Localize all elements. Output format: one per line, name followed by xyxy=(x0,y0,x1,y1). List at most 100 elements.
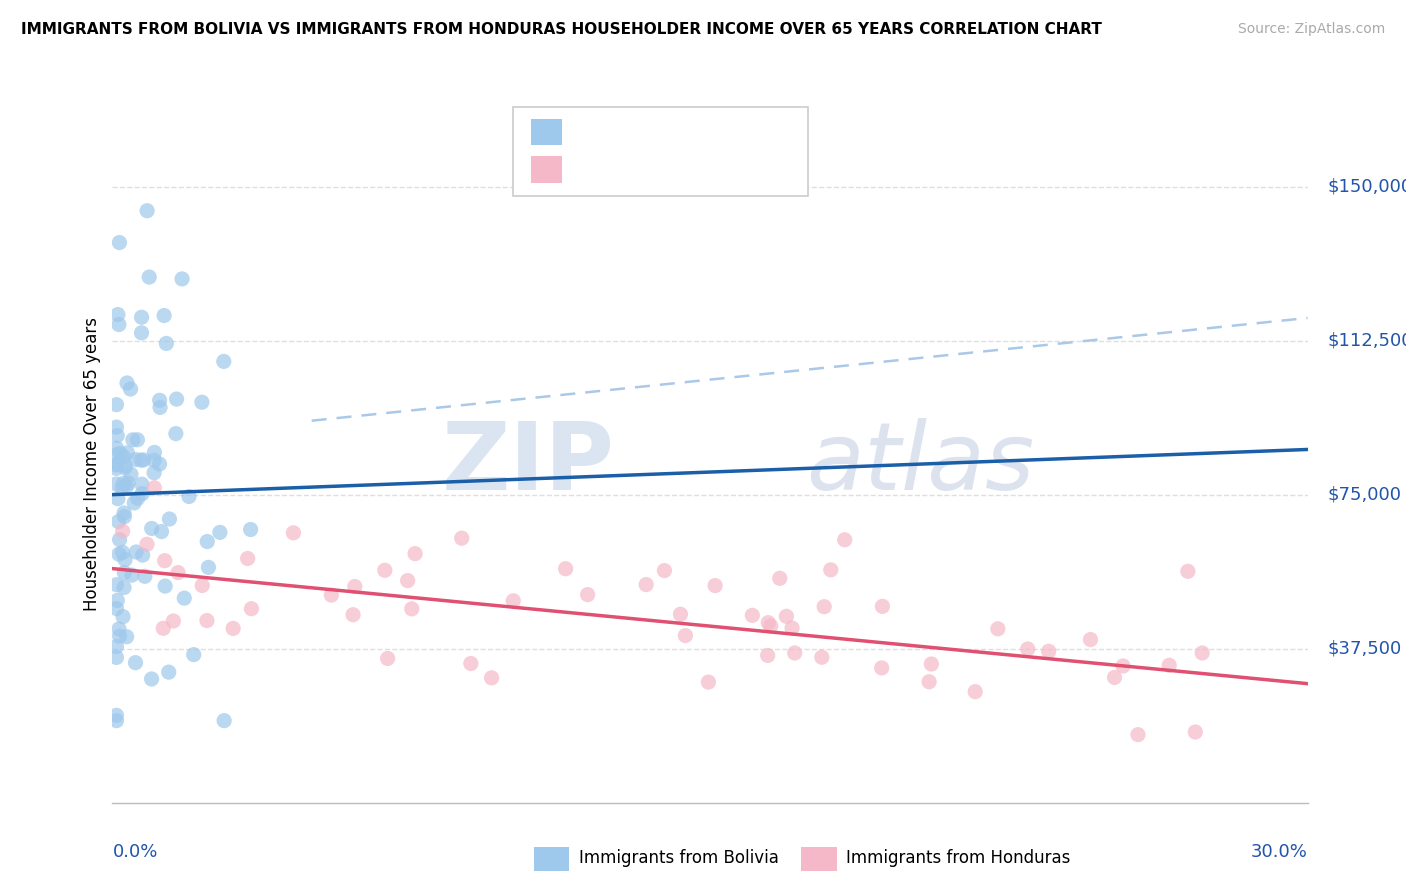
Point xyxy=(127,491,149,506)
Point xyxy=(177,490,200,504)
Point xyxy=(108,235,131,250)
Point xyxy=(105,650,128,665)
Point xyxy=(769,571,792,585)
Text: R =: R = xyxy=(574,161,605,178)
Point xyxy=(872,599,894,614)
Point xyxy=(1159,658,1181,673)
Point xyxy=(965,684,987,698)
Point xyxy=(195,534,218,549)
Point xyxy=(108,318,131,332)
Point xyxy=(704,578,727,592)
Text: 0.077: 0.077 xyxy=(609,123,672,141)
Point xyxy=(108,622,131,636)
Point xyxy=(112,476,135,491)
Point xyxy=(105,708,128,723)
Point xyxy=(813,599,835,614)
Point xyxy=(157,512,180,526)
Point xyxy=(105,640,128,654)
Point xyxy=(112,509,135,524)
Text: Source: ZipAtlas.com: Source: ZipAtlas.com xyxy=(1237,22,1385,37)
Point xyxy=(191,578,214,592)
Point xyxy=(143,453,166,467)
Point xyxy=(401,602,423,616)
Point xyxy=(105,428,128,442)
Point xyxy=(155,336,177,351)
Text: atlas: atlas xyxy=(806,418,1033,509)
Point xyxy=(673,629,696,643)
Text: Immigrants from Bolivia: Immigrants from Bolivia xyxy=(579,849,779,867)
Point xyxy=(131,486,153,500)
Point xyxy=(153,579,176,593)
Point xyxy=(111,545,134,559)
Point xyxy=(105,593,128,607)
Point xyxy=(149,401,172,415)
Point xyxy=(162,614,184,628)
Point xyxy=(321,588,343,602)
Point xyxy=(1038,644,1060,658)
Point xyxy=(105,398,128,412)
Point xyxy=(343,579,366,593)
Point xyxy=(481,671,503,685)
Point xyxy=(107,491,129,506)
Point xyxy=(236,551,259,566)
Point xyxy=(756,648,779,663)
Point xyxy=(105,461,128,475)
Point xyxy=(170,272,193,286)
Point xyxy=(132,453,155,467)
Point xyxy=(195,614,218,628)
Point xyxy=(783,646,806,660)
Point xyxy=(131,477,153,491)
Point xyxy=(396,574,419,588)
Point xyxy=(183,648,205,662)
Point xyxy=(114,460,136,475)
Point xyxy=(197,560,219,574)
Point xyxy=(114,552,136,566)
Point xyxy=(105,477,128,491)
Point xyxy=(342,607,364,622)
Point xyxy=(153,554,176,568)
Point xyxy=(636,577,658,591)
Point xyxy=(918,674,941,689)
Point xyxy=(502,594,524,608)
Point xyxy=(283,525,305,540)
Point xyxy=(124,656,146,670)
Text: $75,000: $75,000 xyxy=(1327,485,1402,504)
Point xyxy=(115,630,138,644)
Point xyxy=(1017,642,1039,657)
Text: $112,500: $112,500 xyxy=(1327,332,1406,350)
Point xyxy=(127,433,149,447)
Text: R =: R = xyxy=(574,123,605,141)
Point xyxy=(125,452,148,467)
Point xyxy=(987,622,1010,636)
Point xyxy=(108,446,131,460)
Point xyxy=(112,506,135,520)
Point xyxy=(654,564,676,578)
Point xyxy=(1104,670,1126,684)
Point xyxy=(108,547,131,561)
Text: 61: 61 xyxy=(707,161,738,178)
Point xyxy=(1177,564,1199,578)
Text: Immigrants from Honduras: Immigrants from Honduras xyxy=(846,849,1071,867)
Point xyxy=(121,568,143,582)
Point xyxy=(122,496,145,510)
Point xyxy=(148,457,170,471)
Text: N =: N = xyxy=(675,161,706,178)
Text: 30.0%: 30.0% xyxy=(1251,844,1308,862)
Point xyxy=(374,563,396,577)
Point xyxy=(131,548,153,562)
Point xyxy=(149,393,172,408)
Point xyxy=(1112,659,1135,673)
Point xyxy=(105,458,128,472)
Y-axis label: Householder Income Over 65 years: Householder Income Over 65 years xyxy=(83,317,101,611)
Text: $37,500: $37,500 xyxy=(1327,640,1402,657)
Point xyxy=(167,566,190,580)
Point xyxy=(741,608,763,623)
Point xyxy=(460,657,482,671)
Point xyxy=(756,615,779,630)
Point xyxy=(775,609,797,624)
Point xyxy=(108,533,131,547)
Point xyxy=(121,433,143,447)
Point xyxy=(834,533,856,547)
Point xyxy=(111,524,134,539)
Point xyxy=(112,450,135,464)
